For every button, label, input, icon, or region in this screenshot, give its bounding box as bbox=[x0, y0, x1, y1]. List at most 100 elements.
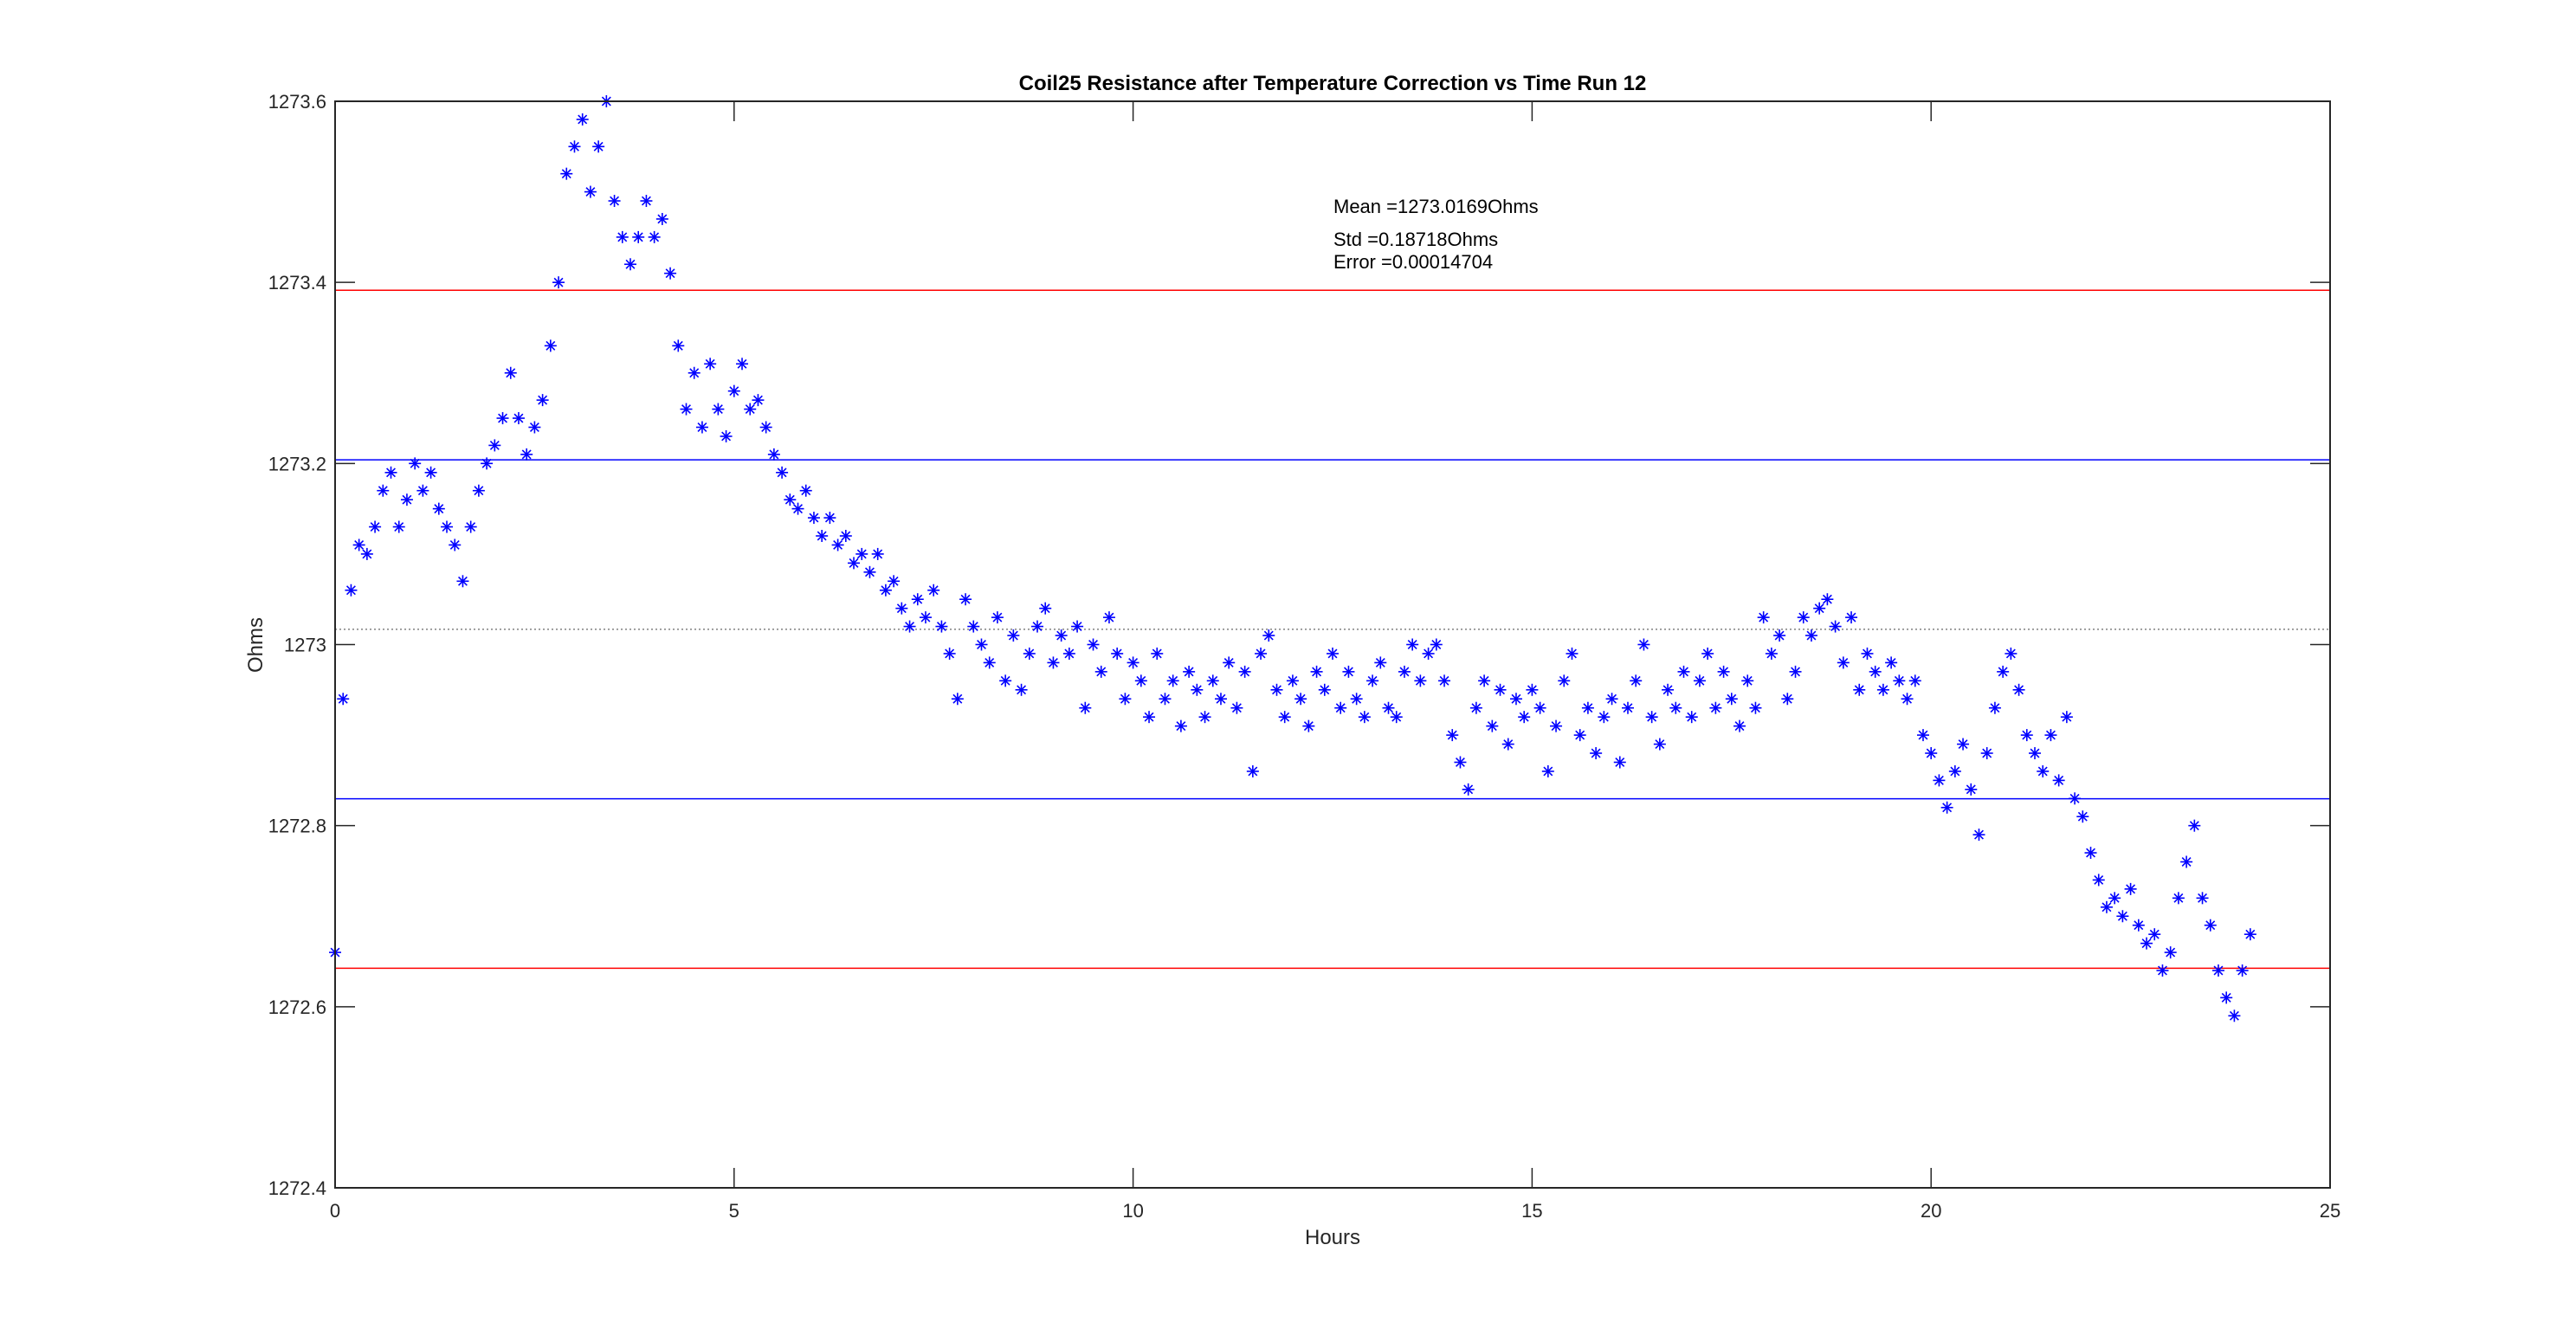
marker-stroke bbox=[1990, 703, 2000, 713]
data-point bbox=[632, 230, 645, 243]
data-point bbox=[752, 394, 765, 407]
data-point bbox=[2148, 928, 2161, 941]
data-point bbox=[1533, 701, 1546, 714]
data-point bbox=[975, 638, 988, 651]
marker-stroke bbox=[1934, 775, 1944, 785]
data-point bbox=[424, 466, 437, 479]
marker-stroke bbox=[1742, 675, 1753, 686]
marker-stroke bbox=[793, 504, 803, 514]
marker-stroke bbox=[1710, 703, 1721, 713]
data-point bbox=[784, 493, 797, 506]
marker-stroke bbox=[362, 549, 372, 559]
marker-stroke bbox=[1567, 648, 1577, 659]
x-tick-label: 10 bbox=[1122, 1200, 1143, 1222]
marker-stroke bbox=[936, 622, 946, 632]
data-point bbox=[1183, 665, 1196, 678]
marker-stroke bbox=[561, 169, 571, 179]
data-point bbox=[991, 611, 1004, 624]
annotation-error: Error =0.00014704 bbox=[1333, 251, 1493, 273]
data-point bbox=[1062, 647, 1075, 660]
data-point bbox=[2092, 874, 2105, 887]
marker-stroke bbox=[849, 558, 859, 568]
marker-stroke bbox=[1798, 612, 1809, 622]
data-point bbox=[848, 557, 861, 570]
marker-stroke bbox=[1032, 622, 1043, 632]
x-axis-label: Hours bbox=[1305, 1226, 1360, 1249]
data-point bbox=[655, 212, 668, 225]
marker-stroke bbox=[1958, 739, 1968, 750]
data-point bbox=[1893, 674, 1906, 687]
data-point bbox=[823, 512, 836, 525]
data-point bbox=[1334, 701, 1347, 714]
data-point bbox=[1134, 674, 1147, 687]
marker-stroke bbox=[633, 232, 643, 242]
data-point bbox=[1590, 747, 1603, 759]
data-point bbox=[695, 421, 708, 434]
marker-stroke bbox=[593, 141, 604, 152]
data-point bbox=[1869, 665, 1882, 678]
data-point bbox=[1486, 719, 1499, 732]
marker-stroke bbox=[2181, 857, 2192, 867]
marker-stroke bbox=[1144, 712, 1154, 722]
marker-stroke bbox=[1128, 657, 1139, 668]
data-point bbox=[1573, 729, 1586, 742]
marker-stroke bbox=[1104, 612, 1114, 622]
data-point bbox=[1566, 647, 1579, 660]
data-point bbox=[2244, 928, 2256, 941]
marker-stroke bbox=[2221, 992, 2231, 1003]
marker-stroke bbox=[1017, 685, 1027, 695]
data-point bbox=[2124, 882, 2137, 895]
annotation-std: Std =0.18718Ohms bbox=[1333, 229, 1498, 250]
marker-stroke bbox=[1184, 667, 1194, 677]
data-point bbox=[1462, 783, 1475, 796]
data-point bbox=[1087, 638, 1100, 651]
marker-stroke bbox=[1551, 721, 1561, 732]
y-tick-label: 1272.8 bbox=[268, 816, 326, 837]
marker-stroke bbox=[1120, 693, 1130, 704]
marker-stroke bbox=[1176, 721, 1186, 732]
marker-stroke bbox=[705, 358, 715, 369]
marker-stroke bbox=[1312, 667, 1322, 677]
data-point bbox=[1119, 693, 1132, 706]
marker-stroke bbox=[1231, 703, 1242, 713]
data-point bbox=[1630, 674, 1643, 687]
data-point bbox=[736, 358, 749, 371]
data-point bbox=[776, 466, 789, 479]
x-tick-label: 25 bbox=[2320, 1200, 2340, 1222]
data-point bbox=[1733, 719, 1746, 732]
reference-lines bbox=[335, 289, 2330, 970]
marker-stroke bbox=[442, 522, 452, 532]
marker-stroke bbox=[489, 440, 500, 450]
marker-stroke bbox=[1854, 685, 1864, 695]
marker-stroke bbox=[2198, 893, 2208, 903]
data-point bbox=[927, 584, 940, 597]
marker-stroke bbox=[960, 594, 971, 604]
marker-stroke bbox=[1902, 693, 1913, 704]
data-point bbox=[456, 575, 469, 588]
marker-stroke bbox=[801, 486, 811, 496]
marker-stroke bbox=[665, 268, 675, 279]
data-point bbox=[1390, 711, 1403, 724]
marker-stroke bbox=[745, 404, 755, 415]
data-point bbox=[704, 358, 717, 371]
marker-stroke bbox=[1782, 693, 1792, 704]
data-point bbox=[1693, 674, 1706, 687]
data-point bbox=[943, 647, 956, 660]
marker-stroke bbox=[617, 232, 628, 242]
marker-stroke bbox=[1822, 594, 1832, 604]
data-point bbox=[1191, 683, 1204, 696]
marker-stroke bbox=[1759, 612, 1769, 622]
data-point bbox=[1501, 738, 1514, 751]
marker-stroke bbox=[386, 468, 396, 478]
marker-stroke bbox=[920, 612, 931, 622]
marker-stroke bbox=[1295, 693, 1306, 704]
data-point bbox=[512, 412, 525, 425]
data-point bbox=[1102, 611, 1115, 624]
marker-stroke bbox=[1256, 648, 1266, 659]
marker-stroke bbox=[538, 395, 548, 405]
marker-stroke bbox=[1320, 685, 1330, 695]
data-point bbox=[1925, 747, 1938, 759]
marker-stroke bbox=[817, 531, 827, 541]
marker-stroke bbox=[1367, 675, 1378, 686]
marker-stroke bbox=[1615, 757, 1625, 767]
